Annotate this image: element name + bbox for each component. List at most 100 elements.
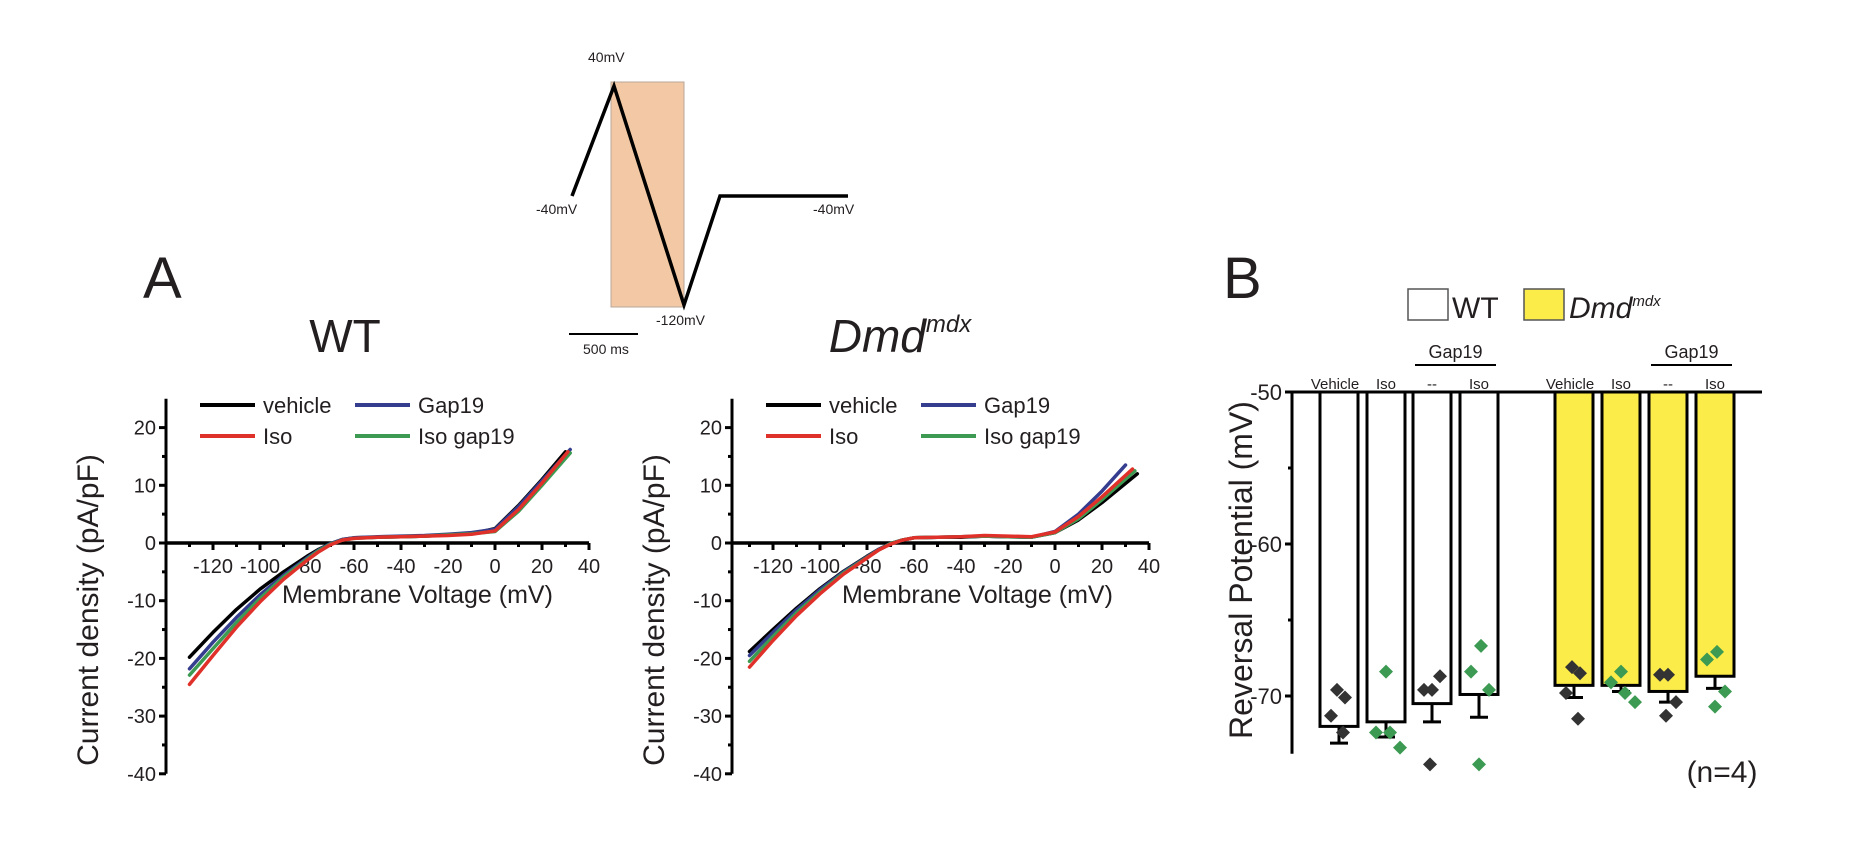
data-point [1379,664,1393,679]
bar [1647,390,1689,693]
legend-label: Gap19 [984,393,1050,418]
x-axis-label: Membrane Voltage (mV) [842,581,1113,609]
category-label: Iso [1705,376,1725,393]
y-axis-label: Current density (pA/pF) [638,454,671,766]
x-tick-label: 0 [489,556,500,578]
protocol-label-trough: -120mV [656,312,706,328]
data-point [1653,667,1667,682]
category-label: -- [1427,376,1437,393]
data-point [1330,682,1344,697]
data-point [1369,725,1383,740]
data-point [1423,757,1437,772]
bar [1694,390,1736,678]
data-point [1573,666,1587,681]
legend-label: Iso gap19 [418,424,515,449]
data-point [1482,682,1496,697]
data-point [1474,638,1488,653]
category-label: -- [1663,376,1673,393]
legend-label: vehicle [263,393,331,418]
data-point [1710,644,1724,659]
y-tick-label: -10 [693,591,722,613]
scale-bar-label: 500 ms [583,341,629,357]
protocol-label-peak: 40mV [588,49,625,65]
legend-label-wt: WT [1452,292,1499,325]
data-point [1565,660,1579,675]
legend-swatch-mdx [1523,288,1565,321]
data-point [1433,669,1447,684]
data-point [1571,711,1585,726]
data-point [1425,682,1439,697]
bar [1411,390,1453,706]
group-header: Gap19 [1428,342,1482,362]
x-tick-label: 0 [1049,556,1060,578]
y-tick-label: -20 [127,648,156,670]
y-tick-label: 0 [145,533,156,555]
category-label: Iso [1376,376,1396,393]
group-header: Gap19 [1664,342,1718,362]
y-tick-label: -60 [1250,532,1282,557]
y-tick-label: -70 [1250,684,1282,709]
data-point [1338,690,1352,705]
legend-swatch-wt [1407,288,1449,321]
legend-label-mdx-text: Dmd [1569,292,1634,325]
data-point [1708,699,1722,714]
y-tick-label: 10 [700,475,722,497]
legend-label: Iso [263,424,292,449]
data-point [1464,664,1478,679]
x-tick-label: -40 [387,556,416,578]
legend-label: Gap19 [418,393,484,418]
n-label: (n=4) [1687,756,1758,789]
x-tick-label: 40 [1138,556,1160,578]
x-tick-label: -100 [800,556,840,578]
legend-label-mdx: Dmdmdx [1569,292,1661,325]
x-tick-label: -40 [947,556,976,578]
legend-label: vehicle [829,393,897,418]
y-tick-label: 20 [700,418,722,440]
legend-label: Iso [829,424,858,449]
series-line-vehicle [187,450,568,659]
panel-label-a: A [143,246,182,311]
y-tick-label: -20 [693,648,722,670]
data-point [1618,685,1632,700]
protocol-label-end: -40mV [813,201,855,217]
protocol-label-start: -40mV [536,201,578,217]
x-tick-label: -100 [240,556,280,578]
data-point [1659,708,1673,723]
bar [1318,390,1360,728]
x-tick-label: -120 [753,556,793,578]
x-tick-label: -20 [434,556,463,578]
y-axis-label: Reversal Potential (mV) [1223,401,1259,739]
protocol-trace [570,80,848,311]
chart-title-text: Dmd [829,310,928,362]
category-label: Vehicle [1311,376,1359,393]
x-axis-label: Membrane Voltage (mV) [282,581,553,609]
y-tick-label: -40 [127,764,156,786]
data-point [1393,740,1407,755]
chart-title-text: WT [309,310,381,362]
data-point [1383,725,1397,740]
series-line-iso [747,467,1135,669]
category-label: Vehicle [1546,376,1594,393]
data-point [1559,685,1573,700]
chart-title: Dmdmdx [829,310,972,362]
chart-title: WT [309,310,381,362]
data-point [1700,652,1714,667]
x-tick-label: 20 [1091,556,1113,578]
data-point [1472,757,1486,772]
y-tick-label: -30 [127,706,156,728]
category-label: Iso [1469,376,1489,393]
y-tick-label: -40 [693,764,722,786]
panel-label-b: B [1223,246,1262,311]
y-axis-label: Current density (pA/pF) [72,454,105,766]
y-tick-label: -50 [1250,380,1282,405]
y-tick-label: 10 [134,475,156,497]
data-point [1628,695,1642,710]
data-point [1718,684,1732,699]
voltage-protocol: 40mV -40mV -40mV -120mV 500 ms [536,49,855,357]
x-tick-label: 20 [531,556,553,578]
y-tick-label: 0 [711,533,722,555]
y-tick-label: -10 [127,591,156,613]
